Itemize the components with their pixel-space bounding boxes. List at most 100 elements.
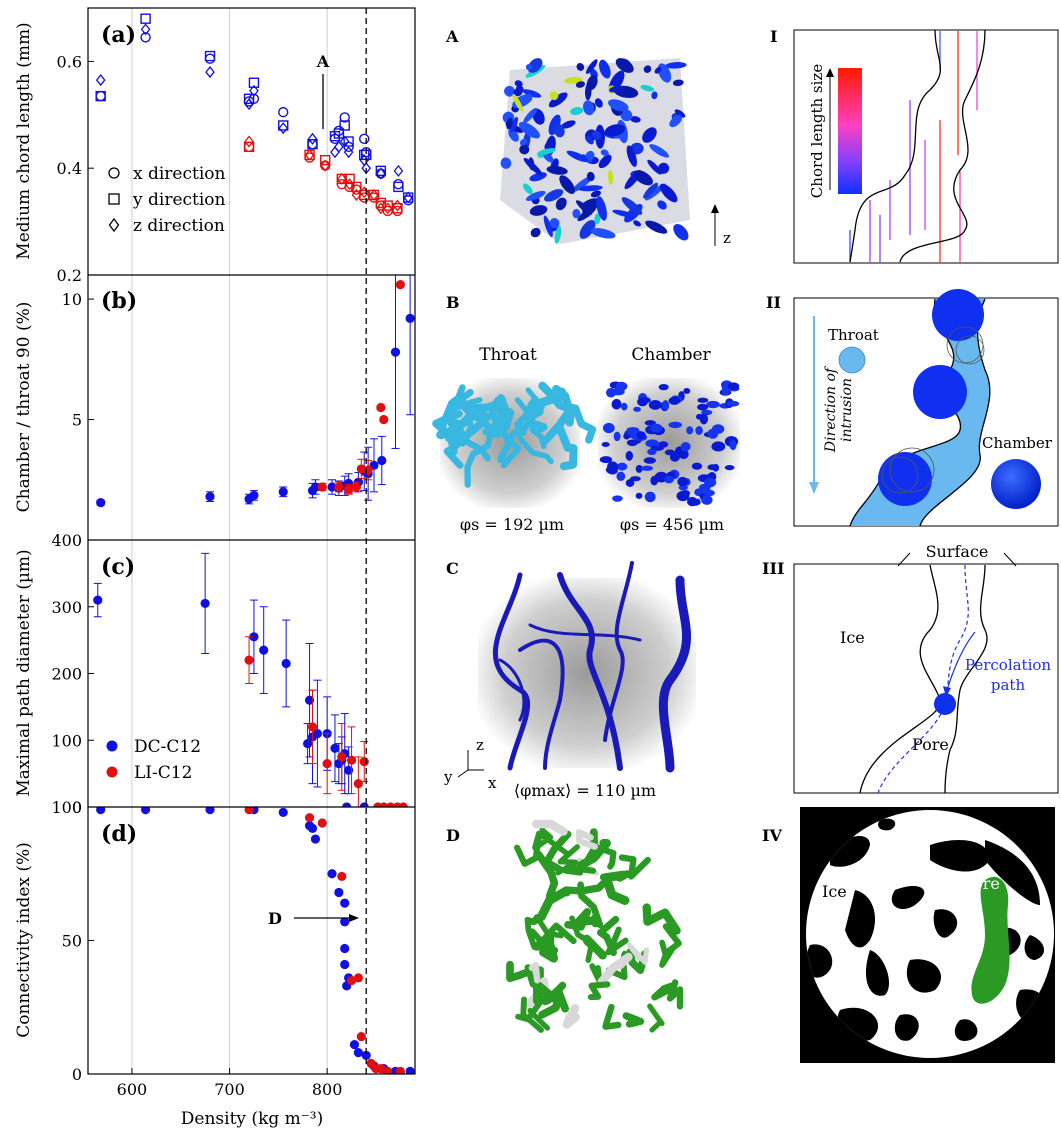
render-B-chamber-blob [702, 489, 715, 497]
marker-y-LI-C12 [359, 189, 370, 201]
marker-y-DC-C12 [140, 13, 151, 24]
label-A: A [445, 27, 459, 46]
render-A-chord [572, 176, 593, 193]
render-A-chord [643, 65, 652, 73]
render-A-chord [523, 107, 538, 124]
point-LI-C12 [363, 465, 373, 475]
schematic-III: Surface Ice Pore Percolation path [793, 542, 1059, 794]
marker-z-DC-C12 [343, 146, 354, 159]
legend-dot-li [106, 766, 118, 778]
render-B-chamber-blob [691, 462, 703, 470]
marker-x-LI-C12 [319, 160, 331, 171]
panel-label-b: (b) [101, 288, 137, 314]
render-A-chord [598, 59, 611, 79]
marker-y-DC-C12 [243, 93, 255, 104]
render-B-throat-branch [464, 423, 495, 488]
colorbar-label: Chord length size [808, 64, 826, 199]
render-B-throat-branch [462, 400, 499, 439]
marker-y-LI-C12 [392, 203, 403, 214]
render-B-chamber-blob [601, 441, 610, 448]
render-B-chamber-blob [683, 388, 691, 394]
ytick-label-100: 100 [51, 731, 82, 750]
render-A-chord [512, 93, 524, 112]
render-A-chord [604, 124, 626, 137]
marker-x-DC-C12 [343, 141, 354, 153]
render-A-chord [642, 127, 657, 143]
marker-y-DC-C12 [248, 77, 260, 88]
point-LI-C12 [344, 484, 354, 495]
render-D-network [506, 819, 684, 1033]
render-B-chamber-blob [636, 431, 647, 440]
ytick-label-50: 50 [62, 932, 82, 951]
render-A-chord [522, 89, 542, 98]
legend-label-x: x direction [133, 164, 226, 184]
render-D-pore-branch [589, 963, 603, 985]
render-A-chord [633, 220, 641, 227]
render-A-chord [654, 66, 662, 74]
point-DC-C12 [310, 834, 321, 844]
render-A-chord [523, 183, 533, 195]
label-II: II [766, 293, 781, 312]
render-D-pore-branch [579, 913, 600, 928]
schematic-III-perc-1: Percolation [965, 656, 1051, 674]
render-B-chamber-blob [721, 386, 730, 396]
render-B-chamber-blob [701, 495, 713, 505]
point-LI-C12 [244, 655, 254, 665]
render-A-chord [519, 144, 530, 155]
point-LI-C12 [307, 722, 318, 732]
marker-z-LI-C12 [244, 135, 254, 148]
marker-y-LI-C12 [319, 154, 331, 166]
ylabel-c: Maximal path diameter (µm) [14, 549, 34, 796]
render-D-pore-branch [562, 873, 614, 895]
ytick-label-0: 0 [72, 1065, 82, 1084]
render-A-chord [514, 80, 523, 87]
render-A-chord [647, 159, 662, 175]
render-B-chamber-blob [668, 421, 683, 429]
render-B-chamber-blob [726, 400, 740, 407]
marker-x-DC-C12 [278, 106, 289, 118]
render-A-chord [608, 169, 614, 185]
render-B-chamber-blob [635, 464, 643, 473]
render-A-chord [564, 76, 583, 84]
render-A-chord [543, 215, 553, 238]
schematic-IV-ice: Ice [822, 882, 847, 901]
render-A-chord [525, 64, 533, 71]
point-DC-C12 [93, 595, 103, 605]
panel-b-chamber-throat [96, 275, 415, 508]
point-LI-C12 [395, 1066, 405, 1074]
render-D-pore-branch [622, 1012, 645, 1028]
marker-y-DC-C12 [339, 120, 350, 131]
marker-z-LI-C12 [392, 199, 403, 212]
render-A-chord [585, 150, 595, 162]
legend-chamber-ball [991, 459, 1041, 509]
legend-circle-marker [108, 167, 120, 179]
render-A-chord [657, 162, 670, 174]
render-B-chamber-blob [635, 492, 643, 499]
render-A-chord [548, 114, 561, 136]
render-A-chord [578, 185, 603, 192]
render-C-axis-z: z [476, 736, 484, 754]
marker-z-DC-C12 [334, 140, 344, 153]
render-B-chamber-blob [676, 490, 690, 502]
marker-z-LI-C12 [304, 148, 315, 161]
render-B-chamber-blob [616, 462, 628, 471]
render-B-chamber-blob [623, 432, 630, 440]
point-LI-C12 [383, 1066, 393, 1074]
render-D-pore-branch [651, 982, 676, 1001]
schematic-II: Throat Chamber Direction of intrusion [793, 289, 1059, 527]
render-B-throat-branch [514, 395, 539, 436]
point-LI-C12 [379, 802, 389, 807]
render-D-pore-branch [538, 988, 569, 1019]
render-D-pore-branch [582, 934, 607, 960]
render-B-chamber-blob [611, 398, 622, 410]
xlabel-d: Density (kg m⁻³) [181, 1109, 323, 1129]
render-B-chamber-blob [686, 426, 694, 435]
render-B-chamber-blob [626, 427, 640, 433]
render-C-axis-x: x [488, 774, 497, 792]
render-B-chamber-blob [625, 450, 634, 461]
marker-y-DC-C12 [278, 120, 289, 131]
point-LI-C12 [385, 802, 396, 807]
marker-z-DC-C12 [249, 84, 259, 97]
render-B-chamber-blob [640, 465, 654, 471]
marker-z-DC-C12 [376, 167, 386, 180]
